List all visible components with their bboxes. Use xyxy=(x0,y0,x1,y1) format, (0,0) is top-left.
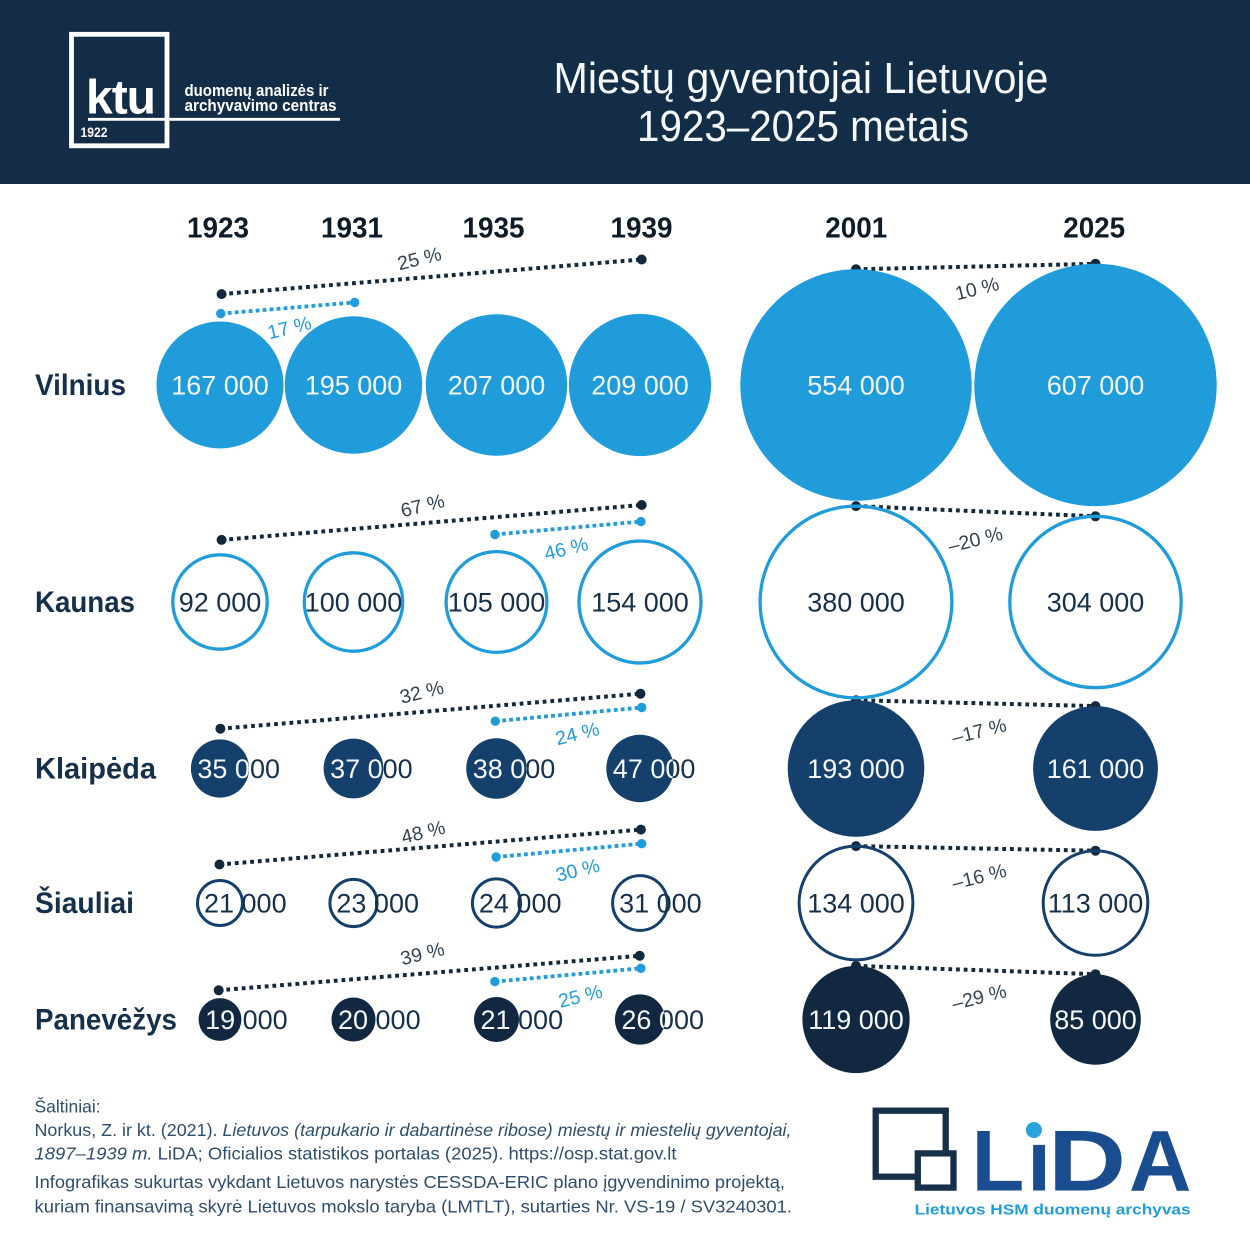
svg-text:Panevėžys: Panevėžys xyxy=(35,1004,177,1037)
svg-text:archyvavimo centras: archyvavimo centras xyxy=(185,97,337,115)
svg-text:21 000: 21 000 xyxy=(204,889,287,919)
svg-text:161 000: 161 000 xyxy=(1047,754,1145,784)
svg-text:1897–1939 m. LiDA; Oficialios: 1897–1939 m. LiDA; Oficialios statistiko… xyxy=(35,1144,677,1164)
svg-text:2025: 2025 xyxy=(1063,213,1125,245)
svg-text:1939: 1939 xyxy=(611,213,673,245)
svg-text:Klaipėda: Klaipėda xyxy=(35,753,156,786)
svg-text:2001: 2001 xyxy=(825,213,887,245)
svg-text:607 000: 607 000 xyxy=(1047,371,1145,401)
svg-text:Infografikas sukurtas vykdant: Infografikas sukurtas vykdant Lietuvos n… xyxy=(35,1172,786,1192)
svg-text:100 000: 100 000 xyxy=(305,588,403,618)
svg-text:23 000: 23 000 xyxy=(336,889,419,919)
svg-text:380 000: 380 000 xyxy=(807,588,905,618)
svg-text:554 000: 554 000 xyxy=(807,371,905,401)
svg-text:D: D xyxy=(1048,1112,1126,1209)
svg-text:47 000: 47 000 xyxy=(613,754,696,784)
svg-text:26 000: 26 000 xyxy=(621,1005,704,1035)
svg-text:Norkus, Z. ir kt. (2021). Liet: Norkus, Z. ir kt. (2021). Lietuvos (tarp… xyxy=(35,1120,792,1140)
svg-text:304 000: 304 000 xyxy=(1047,588,1145,618)
svg-text:154 000: 154 000 xyxy=(591,588,689,618)
svg-text:20 000: 20 000 xyxy=(338,1005,421,1035)
svg-text:47 000: 47 000 xyxy=(613,754,696,784)
svg-text:19 000: 19 000 xyxy=(205,1005,288,1035)
svg-text:1931: 1931 xyxy=(321,213,383,245)
svg-text:kuriam finansavimą skyrė Lietu: kuriam finansavimą skyrė Lietuvos mokslo… xyxy=(35,1197,793,1217)
svg-text:20 000: 20 000 xyxy=(338,1005,421,1035)
svg-text:21 000: 21 000 xyxy=(481,1005,564,1035)
svg-text:Lietuvos HSM duomenų archyvas: Lietuvos HSM duomenų archyvas xyxy=(915,1202,1191,1219)
svg-text:Kaunas: Kaunas xyxy=(35,586,135,619)
svg-text:24 000: 24 000 xyxy=(479,889,562,919)
svg-text:duomenų analizės ir: duomenų analizės ir xyxy=(185,82,330,100)
svg-text:105 000: 105 000 xyxy=(448,588,546,618)
svg-text:92 000: 92 000 xyxy=(179,588,262,618)
svg-text:Miestų gyventojai Lietuvoje: Miestų gyventojai Lietuvoje xyxy=(554,54,1049,103)
svg-text:Vilnius: Vilnius xyxy=(35,369,126,402)
svg-text:119 000: 119 000 xyxy=(808,1005,904,1035)
svg-text:85 000: 85 000 xyxy=(1054,1005,1137,1035)
svg-text:207 000: 207 000 xyxy=(448,371,546,401)
svg-text:38 000: 38 000 xyxy=(473,754,556,784)
svg-text:21 000: 21 000 xyxy=(481,1005,564,1035)
svg-text:ktu: ktu xyxy=(86,72,155,125)
svg-text:35 000: 35 000 xyxy=(197,754,280,784)
svg-text:193 000: 193 000 xyxy=(807,754,905,784)
svg-text:A: A xyxy=(1129,1114,1191,1210)
svg-text:19 000: 19 000 xyxy=(205,1005,288,1035)
svg-text:1923: 1923 xyxy=(187,213,249,245)
svg-text:37 000: 37 000 xyxy=(330,754,413,784)
svg-text:209 000: 209 000 xyxy=(591,371,689,401)
svg-text:L: L xyxy=(972,1114,1025,1210)
svg-text:1923–2025 metais: 1923–2025 metais xyxy=(637,102,969,151)
svg-text:Šiauliai: Šiauliai xyxy=(35,886,134,920)
svg-text:1935: 1935 xyxy=(463,213,525,245)
svg-text:113 000: 113 000 xyxy=(1048,889,1144,919)
svg-text:37 000: 37 000 xyxy=(330,754,413,784)
svg-text:167 000: 167 000 xyxy=(171,371,269,401)
svg-text:195 000: 195 000 xyxy=(305,371,403,401)
svg-text:26 000: 26 000 xyxy=(621,1005,704,1035)
svg-text:134 000: 134 000 xyxy=(807,889,905,919)
svg-text:31 000: 31 000 xyxy=(619,889,702,919)
svg-text:38 000: 38 000 xyxy=(473,754,556,784)
svg-text:35 000: 35 000 xyxy=(197,754,280,784)
svg-text:1922: 1922 xyxy=(81,125,108,140)
svg-text:Šaltiniai:: Šaltiniai: xyxy=(35,1096,101,1117)
